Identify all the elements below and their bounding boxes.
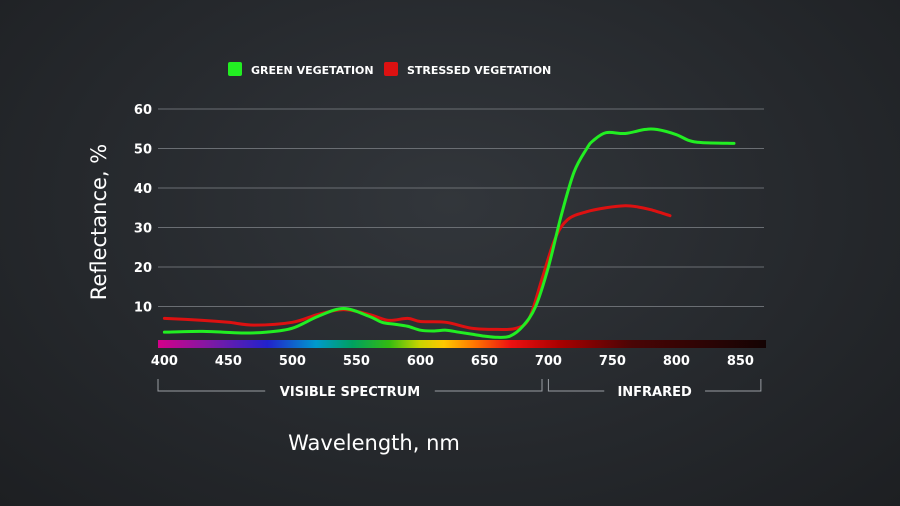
region-bracket bbox=[157, 379, 266, 392]
series-line bbox=[162, 204, 672, 332]
x-tick-label: 400 bbox=[151, 354, 178, 369]
series-lines bbox=[162, 127, 736, 339]
region-bracket bbox=[547, 379, 605, 392]
x-tick-label: 550 bbox=[343, 354, 370, 369]
series-line bbox=[162, 127, 736, 339]
legend-label: STRESSED VEGETATION bbox=[407, 64, 551, 77]
y-tick-label: 30 bbox=[134, 222, 152, 237]
y-axis-ticks: 10 20 30 40 50 60 bbox=[134, 103, 152, 316]
x-axis-title: Wavelength, nm bbox=[288, 431, 460, 455]
y-axis-title: Reflectance, % bbox=[87, 144, 111, 300]
x-axis-ticks: 400 450 500 550 600 650 700 750 800 850 bbox=[151, 354, 754, 369]
x-tick-label: 700 bbox=[535, 354, 562, 369]
region-bracket bbox=[434, 379, 543, 392]
x-tick-label: 500 bbox=[279, 354, 306, 369]
legend-swatch bbox=[384, 62, 398, 76]
y-tick-label: 50 bbox=[134, 143, 152, 158]
legend-swatch bbox=[228, 62, 242, 76]
x-tick-label: 450 bbox=[215, 354, 242, 369]
region-label: INFRARED bbox=[617, 385, 692, 400]
y-tick-label: 20 bbox=[134, 261, 152, 276]
y-tick-label: 40 bbox=[134, 182, 152, 197]
x-tick-label: 750 bbox=[599, 354, 626, 369]
legend: GREEN VEGETATION STRESSED VEGETATION bbox=[228, 62, 551, 77]
x-tick-label: 800 bbox=[663, 354, 690, 369]
x-tick-label: 600 bbox=[407, 354, 434, 369]
gridlines bbox=[158, 108, 764, 307]
spectrum-bar bbox=[158, 340, 766, 348]
x-tick-label: 850 bbox=[727, 354, 754, 369]
y-tick-label: 10 bbox=[134, 301, 152, 316]
spectrum-regions: VISIBLE SPECTRUM INFRARED bbox=[157, 379, 762, 400]
y-tick-label: 60 bbox=[134, 103, 152, 118]
region-label: VISIBLE SPECTRUM bbox=[280, 385, 420, 400]
region-bracket bbox=[705, 379, 762, 392]
legend-label: GREEN VEGETATION bbox=[251, 64, 374, 77]
x-tick-label: 650 bbox=[471, 354, 498, 369]
